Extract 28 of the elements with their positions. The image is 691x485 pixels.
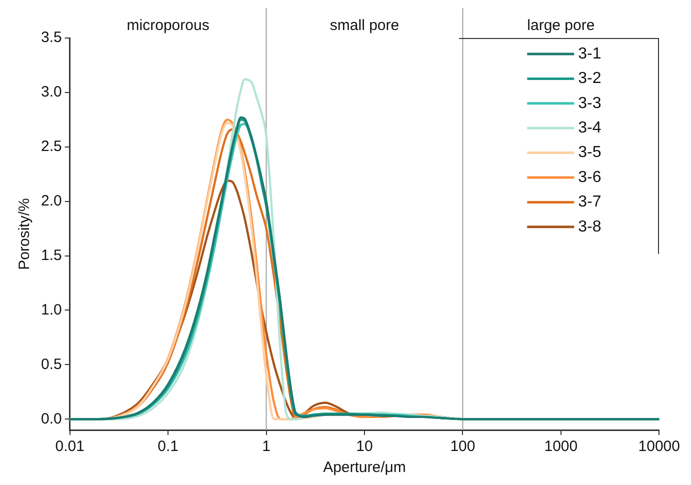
x-axis-title: Aperture/μm — [323, 459, 406, 476]
x-tick-label: 10000 — [638, 438, 680, 456]
x-tick-label: 0.01 — [55, 438, 84, 456]
legend-label: 3-6 — [578, 168, 602, 186]
legend-label: 3-1 — [578, 45, 602, 62]
y-tick-label: 3.0 — [40, 84, 62, 101]
y-tick-label: 1.5 — [40, 246, 62, 264]
x-tick-label: 1 — [262, 438, 270, 456]
y-tick-label: 1.0 — [40, 301, 62, 318]
legend-label: 3-7 — [578, 194, 602, 211]
y-tick-label: 0.0 — [40, 410, 62, 428]
text: small pore — [330, 17, 400, 34]
legend-label: 3-2 — [578, 70, 602, 88]
y-tick-label: 3.5 — [40, 29, 62, 46]
text: microporous — [126, 17, 210, 34]
legend-label: 3-5 — [578, 144, 602, 162]
y-tick-label: 2.5 — [40, 138, 62, 156]
x-tick-label: 0.1 — [158, 438, 178, 456]
x-tick-label: 10 — [356, 438, 373, 456]
y-tick-label: 2.0 — [40, 192, 62, 210]
x-tick-label: 1000 — [544, 438, 578, 456]
legend-label: 3-3 — [578, 94, 602, 112]
y-tick-label: 0.5 — [40, 356, 62, 373]
legend-label: 3-4 — [578, 120, 602, 137]
text: large pore — [527, 17, 595, 34]
legend-label: 3-8 — [578, 218, 602, 236]
x-tick-label: 100 — [450, 438, 476, 456]
y-axis-title: Porosity/% — [16, 198, 34, 270]
